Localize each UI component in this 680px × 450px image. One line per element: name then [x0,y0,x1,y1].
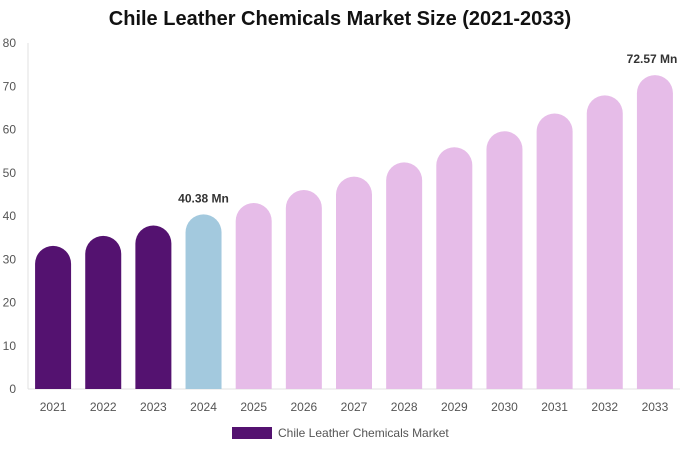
y-tick-label: 40 [3,209,17,223]
bar-2032 [586,95,623,390]
x-tick-label: 2021 [40,400,67,414]
legend-swatch [232,427,272,439]
legend-label: Chile Leather Chemicals Market [278,426,449,440]
x-tick-label: 2022 [90,400,117,414]
y-tick-label: 80 [3,36,17,50]
bar-2031 [536,113,573,389]
bar-2026 [285,190,322,389]
data-label: 72.57 Mn [627,52,678,66]
y-tick-label: 70 [3,79,17,93]
bar-2029 [436,147,473,389]
x-tick-label: 2033 [642,400,669,414]
bar-2028 [386,162,423,389]
chart-title: Chile Leather Chemicals Market Size (202… [108,8,572,30]
bar-2030 [486,131,523,390]
y-tick-label: 60 [3,123,17,137]
x-tick-label: 2027 [341,400,368,414]
legend[interactable]: Chile Leather Chemicals Market [232,426,449,440]
x-tick-label: 2030 [491,400,518,414]
x-tick-label: 2023 [140,400,167,414]
bar-2023 [135,225,172,389]
y-tick-label: 20 [3,296,17,310]
y-tick-label: 10 [3,339,17,353]
x-tick-label: 2029 [441,400,468,414]
bar-2021 [35,245,72,389]
bar-2024 [185,214,222,389]
bar-2033 [636,75,673,389]
y-tick-label: 30 [3,252,17,266]
x-tick-label: 2032 [591,400,618,414]
data-label: 40.38 Mn [178,191,229,205]
x-tick-label: 2024 [190,400,217,414]
bar-2027 [336,176,372,389]
bar-2022 [85,235,122,389]
x-tick-label: 2031 [541,400,568,414]
x-tick-label: 2028 [391,400,418,414]
x-tick-label: 2025 [240,400,267,414]
bar-2025 [235,203,272,389]
x-tick-label: 2026 [290,400,317,414]
y-tick-label: 50 [3,166,17,180]
y-tick-label: 0 [9,382,16,396]
